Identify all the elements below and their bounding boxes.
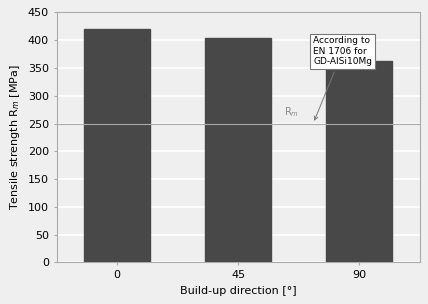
Bar	[205, 39, 271, 262]
Text: According to
EN 1706 for
GD-AlSi10Mg: According to EN 1706 for GD-AlSi10Mg	[313, 36, 372, 120]
Bar	[326, 61, 392, 262]
Y-axis label: Tensile strength R$_m$ [MPa]: Tensile strength R$_m$ [MPa]	[8, 64, 22, 210]
Bar	[84, 29, 150, 262]
X-axis label: Build-up direction [°]: Build-up direction [°]	[180, 286, 297, 296]
Text: R$_m$: R$_m$	[284, 105, 299, 119]
